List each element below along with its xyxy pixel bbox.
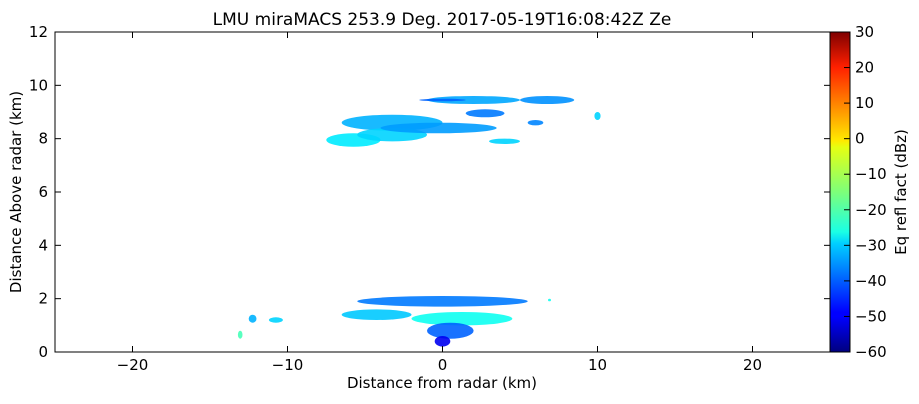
- colorbar-tick-label: −30: [855, 236, 887, 254]
- echo-region: [237, 330, 243, 339]
- x-axis-label: Distance from radar (km): [347, 374, 537, 392]
- colorbar: [829, 31, 851, 353]
- colorbar-tick-label: −20: [855, 201, 887, 219]
- echo-region: [489, 138, 520, 144]
- echo-region: [380, 122, 497, 134]
- colorbar-tick-label: −50: [855, 307, 887, 325]
- y-tick-label: 2: [38, 290, 48, 308]
- echo-region: [341, 309, 412, 321]
- y-tick-label: 10: [29, 76, 48, 94]
- colorbar-tick-label: −40: [855, 272, 887, 290]
- colorbar-label: Eq refl fact (dBz): [892, 129, 910, 255]
- colorbar-tick-label: −10: [855, 165, 887, 183]
- colorbar-tick-label: 30: [855, 23, 874, 41]
- y-tick-label: 0: [38, 343, 48, 361]
- y-tick-label: 4: [38, 236, 48, 254]
- y-tick-label: 6: [38, 183, 48, 201]
- chart-title: LMU miraMACS 253.9 Deg. 2017-05-19T16:08…: [213, 10, 672, 30]
- echo-region: [548, 298, 551, 302]
- x-tick-label: 10: [588, 356, 607, 374]
- echo-region: [411, 312, 513, 326]
- x-tick-label: 20: [743, 356, 762, 374]
- echo-region: [434, 336, 451, 347]
- x-tick-label: −10: [272, 356, 304, 374]
- echo-region: [248, 314, 257, 323]
- echo-region: [419, 98, 466, 102]
- echo-layer: [237, 96, 601, 347]
- x-axis-ticks: −20 −10 0 10 20: [117, 32, 762, 374]
- x-tick-label: −20: [117, 356, 149, 374]
- echo-region: [357, 296, 528, 307]
- echo-region: [527, 120, 544, 126]
- echo-region: [594, 112, 601, 120]
- y-tick-label: 8: [38, 130, 48, 148]
- echo-region: [427, 96, 520, 104]
- colorbar-tick-label: 10: [855, 94, 874, 112]
- x-tick-label: 0: [438, 356, 448, 374]
- colorbar-ticks: −60 −50 −40 −30 −20 −10 0 10 20 30: [844, 23, 887, 361]
- y-axis-ticks: 0 2 4 6 8 10 12: [29, 23, 830, 361]
- y-tick-label: 12: [29, 23, 48, 41]
- echo-region: [465, 109, 505, 118]
- echo-region: [427, 322, 474, 339]
- colorbar-tick-label: −60: [855, 343, 887, 361]
- y-axis-label: Distance Above radar (km): [7, 91, 25, 293]
- colorbar-tick-label: 0: [855, 130, 865, 148]
- colorbar-tick-label: 20: [855, 59, 874, 77]
- echo-region: [520, 96, 575, 104]
- echo-region: [268, 317, 283, 323]
